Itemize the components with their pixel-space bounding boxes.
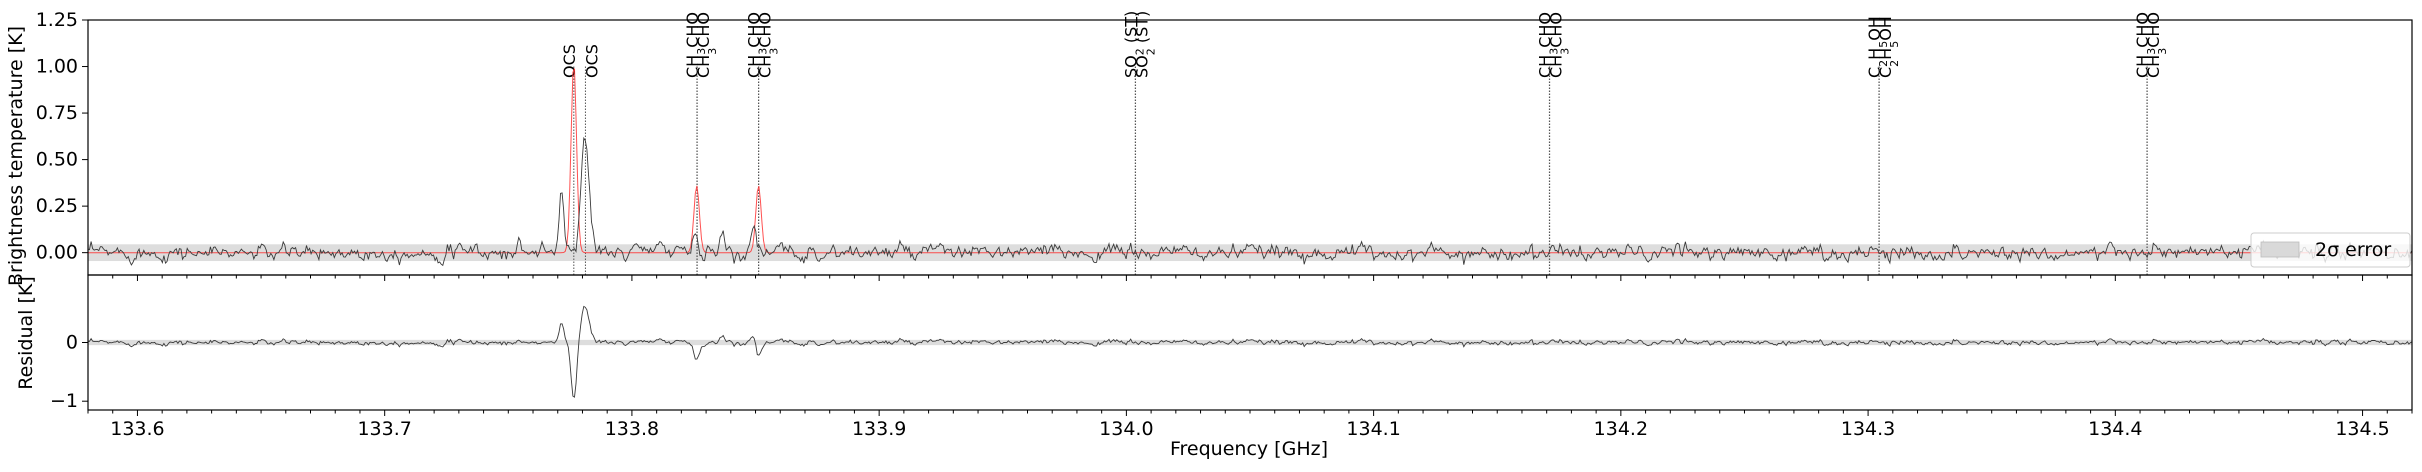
line-marker-label: CH3CHO	[1547, 12, 1572, 78]
y-tick-label: 0.00	[36, 242, 78, 264]
x-tick-label: 133.7	[357, 418, 411, 440]
model-series-line	[88, 68, 2412, 254]
x-tick-label: 134.4	[2088, 418, 2142, 440]
x-tick-label: 133.9	[852, 418, 906, 440]
line-marker-label: CH3CHO	[756, 12, 781, 78]
x-tick-label: 134.2	[1594, 418, 1648, 440]
legend: 2σ error	[2250, 232, 2411, 268]
x-tick-label: 134.5	[2335, 418, 2389, 440]
residual-panel: −1 0 133.6 133.7 133.8 133.9 134.0 134.1 134.2 13…	[50, 274, 2413, 440]
y-tick-label: 1.00	[36, 56, 78, 78]
y-tick-label: 0	[66, 332, 78, 354]
line-marker-label: CH3CHO	[694, 12, 719, 78]
x-tick-label: 134.0	[1099, 418, 1153, 440]
residual-series-line	[87, 305, 2413, 398]
x-tick-label: 133.6	[110, 418, 164, 440]
x-axis-label: Frequency [GHz]	[1170, 438, 1328, 460]
line-marker-label: SO2 (ST)	[1133, 11, 1158, 78]
residual-y-axis-label: Residual [K]	[15, 276, 37, 390]
x-tick-label: 133.8	[605, 418, 659, 440]
legend-box	[2250, 232, 2411, 268]
spectrum-frame	[87, 19, 2413, 276]
y-tick-label: 1.25	[36, 9, 78, 31]
y-tick-label: 0.75	[36, 102, 78, 124]
legend-swatch-2sigma	[2260, 241, 2300, 258]
y-tick-label: −1	[50, 390, 78, 412]
y-tick-label: 0.25	[36, 195, 78, 217]
observed-series-line	[87, 136, 2413, 267]
residual-error-band	[88, 339, 2412, 346]
line-marker-label: OCS	[582, 44, 601, 78]
line-marker-label: OCS	[560, 44, 579, 78]
legend-label-2sigma: 2σ error	[2315, 239, 2391, 261]
x-tick-label: 134.3	[1841, 418, 1895, 440]
line-marker-label: CH3CHO	[2144, 12, 2169, 78]
spectrum-y-axis-label: Brightness temperature [K]	[5, 26, 27, 286]
x-tick-label: 134.1	[1346, 418, 1400, 440]
y-tick-label: 0.50	[36, 149, 78, 171]
